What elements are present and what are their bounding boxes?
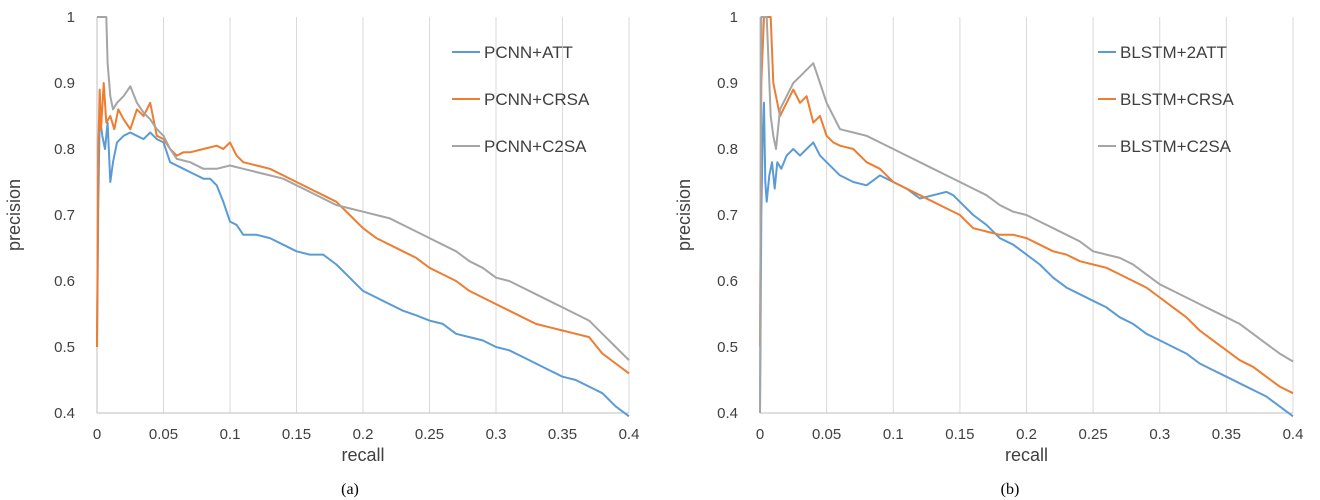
y-tick-label: 0.5: [717, 339, 738, 356]
y-tick-label: 0.9: [54, 75, 75, 92]
y-tick-label: 1: [67, 9, 75, 26]
x-tick-label: 0.15: [945, 426, 974, 443]
y-axis-title: precision: [674, 179, 694, 251]
legend-label: PCNN+C2SA: [484, 137, 587, 156]
chart-panel-b: 0 0.05 0.1 0.15 0.2 0.25 0.3 0.35 0.4 0.4 0.5 0.6 0.…: [674, 9, 1303, 498]
x-tick-label: 0.1: [883, 426, 904, 443]
legend-label: BLSTM+2ATT: [1120, 43, 1227, 62]
x-axis-title: recall: [341, 445, 384, 465]
legend-label: BLSTM+CRSA: [1120, 90, 1234, 109]
x-tick-label: 0.2: [353, 426, 374, 443]
x-tick-label: 0.05: [812, 426, 841, 443]
legend-label: BLSTM+C2SA: [1120, 137, 1232, 156]
y-tick-label: 0.8: [717, 141, 738, 158]
y-tick-label: 0.6: [54, 273, 75, 290]
series-line-blstm-2att: [759, 101, 1294, 418]
legend-label: PCNN+CRSA: [484, 90, 590, 109]
x-tick-label: 0.2: [1016, 426, 1037, 443]
series-line-pcnn-crsa: [96, 82, 630, 375]
y-tick-label: 1: [730, 9, 738, 26]
x-tick-label: 0.25: [1079, 426, 1108, 443]
x-tick-label: 0.4: [1283, 426, 1304, 443]
x-tick-label: 0: [756, 426, 764, 443]
series-line-pcnn-c2sa: [97, 16, 630, 361]
series-line-pcnn-att: [96, 115, 630, 418]
x-tick-label: 0.3: [486, 426, 507, 443]
series-line-blstm-crsa: [759, 16, 1294, 395]
figure-caption: (a): [341, 481, 359, 498]
y-tick-label: 0.8: [54, 141, 75, 158]
x-tick-label: 0.35: [548, 426, 577, 443]
chart-panel-a: 0 0.05 0.1 0.15 0.2 0.25 0.3 0.35 0.4 0.4 0.5 0.6 0.…: [4, 9, 639, 498]
y-tick-label: 0.6: [717, 273, 738, 290]
y-tick-label: 0.5: [54, 339, 75, 356]
figure-caption: (b): [1001, 481, 1020, 498]
series-line-blstm-c2sa: [759, 16, 1294, 414]
y-tick-label: 0.7: [54, 207, 75, 224]
x-axis-title: recall: [1005, 445, 1048, 465]
x-tick-label: 0.1: [220, 426, 241, 443]
x-tick-label: 0.15: [282, 426, 311, 443]
x-tick-label: 0.4: [619, 426, 640, 443]
x-tick-label: 0.05: [149, 426, 178, 443]
y-tick-label: 0.4: [54, 405, 75, 422]
y-tick-label: 0.4: [717, 405, 738, 422]
y-tick-label: 0.7: [717, 207, 738, 224]
x-tick-label: 0: [93, 426, 101, 443]
y-axis-title: precision: [4, 179, 24, 251]
x-tick-label: 0.35: [1212, 426, 1241, 443]
y-tick-label: 0.9: [717, 75, 738, 92]
x-tick-label: 0.3: [1149, 426, 1170, 443]
x-tick-label: 0.25: [415, 426, 444, 443]
legend-label: PCNN+ATT: [484, 43, 573, 62]
